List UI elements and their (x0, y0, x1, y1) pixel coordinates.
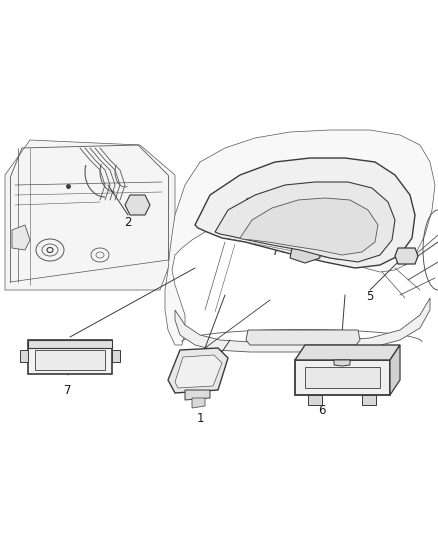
Polygon shape (12, 225, 30, 250)
Polygon shape (305, 367, 380, 388)
Polygon shape (20, 350, 28, 362)
Text: 6: 6 (318, 403, 326, 416)
Text: 2: 2 (124, 215, 132, 229)
Polygon shape (362, 395, 376, 405)
Polygon shape (290, 248, 320, 263)
Polygon shape (112, 350, 120, 362)
Text: 5: 5 (366, 289, 374, 303)
Polygon shape (125, 195, 150, 215)
Polygon shape (295, 345, 400, 360)
Polygon shape (35, 350, 105, 370)
Polygon shape (175, 298, 430, 352)
Polygon shape (334, 360, 350, 366)
Polygon shape (175, 355, 222, 388)
Polygon shape (28, 340, 112, 348)
Polygon shape (5, 140, 175, 290)
Polygon shape (240, 198, 378, 255)
Polygon shape (295, 360, 390, 395)
Polygon shape (28, 340, 112, 374)
Polygon shape (390, 345, 400, 395)
Polygon shape (308, 395, 322, 405)
Polygon shape (165, 130, 435, 345)
Polygon shape (192, 398, 205, 408)
Polygon shape (215, 182, 395, 262)
Polygon shape (185, 390, 210, 400)
Polygon shape (195, 158, 415, 268)
Polygon shape (168, 348, 228, 393)
Text: 7: 7 (64, 384, 72, 397)
Polygon shape (246, 330, 360, 345)
Polygon shape (395, 248, 418, 264)
Text: 1: 1 (196, 411, 204, 424)
